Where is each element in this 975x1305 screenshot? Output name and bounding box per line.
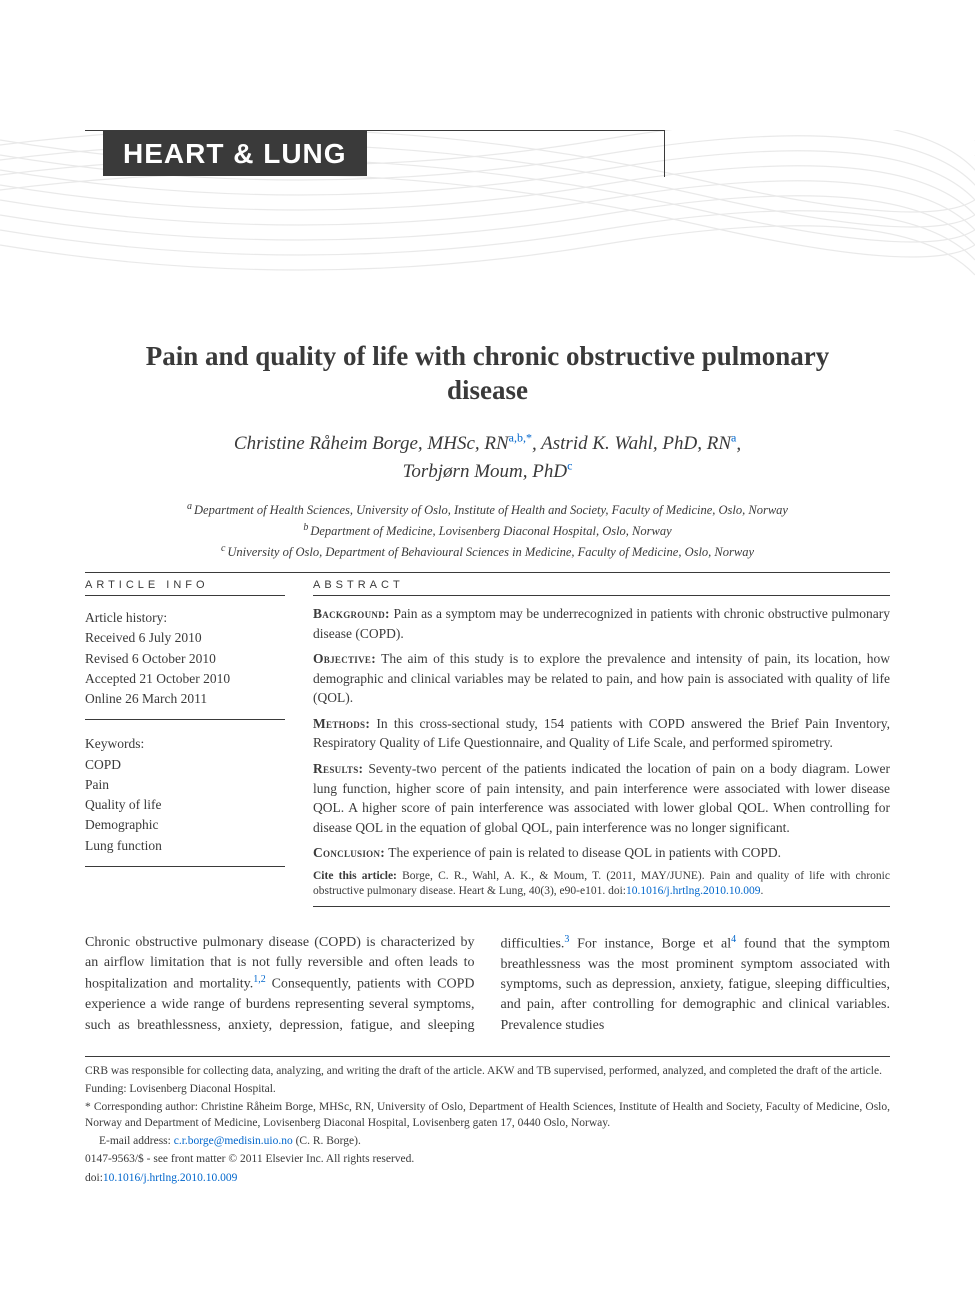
email-label: E-mail address: [99, 1135, 171, 1147]
divider [85, 572, 890, 573]
history-received: Received 6 July 2010 [85, 628, 285, 648]
keyword: Quality of life [85, 795, 285, 815]
funding-label: Funding: [85, 1083, 127, 1095]
keyword: COPD [85, 755, 285, 775]
affiliation: aDepartment of Health Sciences, Universi… [85, 499, 890, 520]
abstract-objective-label: Objective: [313, 651, 376, 666]
abstract-methods-label: Methods: [313, 716, 370, 731]
abstract-background-label: Background: [313, 606, 390, 621]
abstract-column: ABSTRACT Background: Pain as a symptom m… [313, 579, 890, 907]
author: Torbjørn Moum, PhDc [403, 461, 573, 482]
journal-header: HEART & LUNG [85, 130, 890, 310]
cite-this-text: Borge, C. R., Wahl, A. K., & Moum, T. (2… [313, 870, 890, 898]
abstract-heading: ABSTRACT [313, 579, 890, 596]
history-online: Online 26 March 2011 [85, 689, 285, 709]
author-list: Christine Råheim Borge, MHSc, RNa,b,*, A… [85, 430, 890, 486]
affiliations: aDepartment of Health Sciences, Universi… [85, 499, 890, 562]
body-text: For instance, Borge et al [569, 937, 731, 952]
info-abstract-row: ARTICLE INFO Article history: Received 6… [85, 579, 890, 907]
keyword: Pain [85, 775, 285, 795]
history-label: Article history: [85, 608, 285, 628]
author-affil-sup[interactable]: a,b,* [509, 431, 532, 445]
abstract-results-text: Seventy-two percent of the patients indi… [313, 761, 890, 835]
keyword: Lung function [85, 836, 285, 856]
affiliation: cUniversity of Oslo, Department of Behav… [85, 541, 890, 562]
abstract-objective-text: The aim of this study is to explore the … [313, 651, 890, 705]
journal-name: HEART & LUNG [103, 130, 367, 176]
abstract-background-text: Pain as a symptom may be underrecognized… [313, 606, 890, 641]
cite-this-tail: . [760, 885, 763, 897]
author: Christine Råheim Borge, MHSc, RNa,b,* [234, 433, 532, 454]
keyword: Demographic [85, 815, 285, 835]
cite-this-label: Cite this article: [313, 870, 397, 882]
article-info-heading: ARTICLE INFO [85, 579, 285, 596]
article-body: Chronic obstructive pulmonary disease (C… [85, 933, 890, 1036]
issn-copyright: 0147-9563/$ - see front matter © 2011 El… [85, 1151, 890, 1167]
abstract-body: Background: Pain as a symptom may be und… [313, 604, 890, 907]
author-affil-sup[interactable]: c [567, 458, 572, 472]
affiliation: bDepartment of Medicine, Lovisenberg Dia… [85, 520, 890, 541]
article-history-block: Article history: Received 6 July 2010 Re… [85, 604, 285, 720]
doi-link[interactable]: 10.1016/j.hrtlng.2010.10.009 [103, 1172, 238, 1184]
doi-label: doi: [85, 1172, 103, 1184]
abstract-conclusion-label: Conclusion: [313, 845, 385, 860]
history-revised: Revised 6 October 2010 [85, 649, 285, 669]
author: Astrid K. Wahl, PhD, RNa [541, 433, 736, 454]
footnotes: CRB was responsible for collecting data,… [85, 1056, 890, 1186]
page-root: HEART & LUNG Pain and quality of life wi… [0, 0, 975, 1228]
article-title: Pain and quality of life with chronic ob… [125, 340, 850, 408]
corresponding-label: * Corresponding author: [85, 1101, 198, 1113]
email-tail: (C. R. Borge). [296, 1135, 361, 1147]
author-affil-sup[interactable]: a [731, 431, 736, 445]
cite-this-doi-link[interactable]: 10.1016/j.hrtlng.2010.10.009 [626, 885, 761, 897]
abstract-conclusion-text: The experience of pain is related to dis… [388, 845, 781, 860]
contribution-note: CRB was responsible for collecting data,… [85, 1063, 890, 1079]
article-info-column: ARTICLE INFO Article history: Received 6… [85, 579, 285, 907]
ref-link[interactable]: 1,2 [253, 974, 266, 985]
email-link[interactable]: c.r.borge@medisin.uio.no [174, 1135, 293, 1147]
keywords-block: Keywords: COPD Pain Quality of life Demo… [85, 730, 285, 867]
journal-title-box: HEART & LUNG [85, 130, 665, 177]
keywords-label: Keywords: [85, 734, 285, 754]
history-accepted: Accepted 21 October 2010 [85, 669, 285, 689]
corresponding-text: Christine Råheim Borge, MHSc, RN, Univer… [85, 1101, 890, 1129]
abstract-results-label: Results: [313, 761, 363, 776]
funding-text: Lovisenberg Diaconal Hospital. [129, 1083, 275, 1095]
cite-this-block: Cite this article: Borge, C. R., Wahl, A… [313, 869, 890, 907]
abstract-methods-text: In this cross-sectional study, 154 patie… [313, 716, 890, 751]
